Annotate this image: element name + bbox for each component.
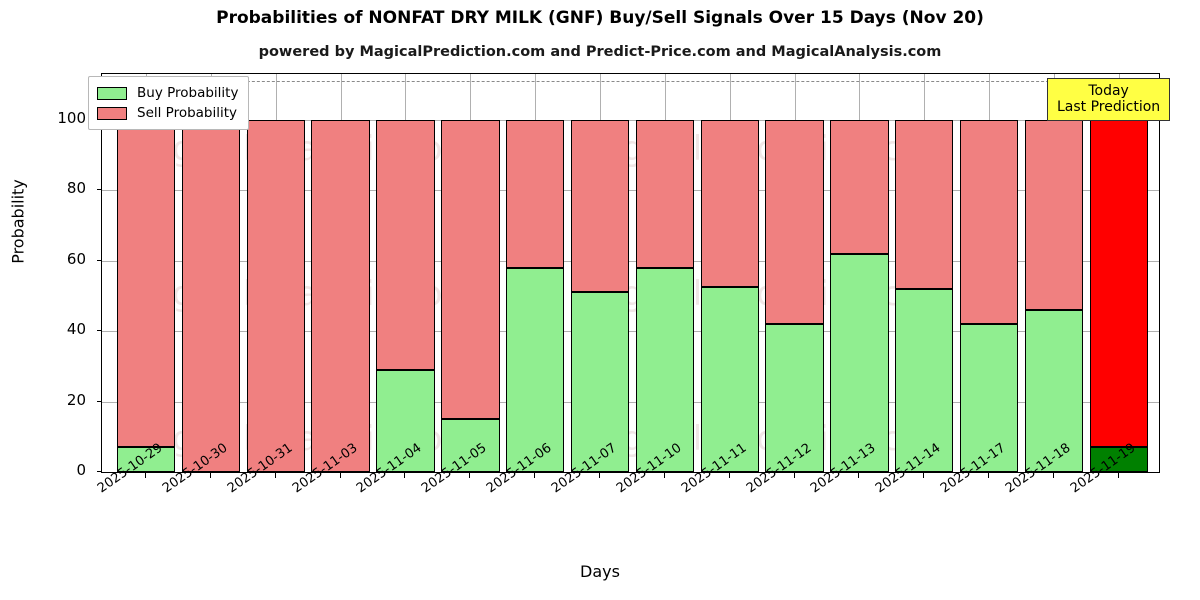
x-tick-mark [469, 473, 471, 478]
legend-swatch-sell [97, 106, 127, 120]
y-tick-label: 40 [66, 320, 86, 339]
x-tick-mark [1052, 473, 1054, 478]
today-annotation-line2: Last Prediction [1057, 99, 1161, 116]
x-tick-mark [145, 473, 147, 478]
bar-day[interactable] [116, 74, 176, 472]
y-tick-mark [97, 259, 102, 261]
bar-today[interactable] [1089, 74, 1148, 472]
bar-segment-buy [1089, 447, 1148, 472]
y-tick-mark [97, 400, 102, 402]
bar-day[interactable] [895, 74, 954, 472]
bar-segment-sell [1024, 119, 1084, 310]
legend-item-sell[interactable]: Sell Probability [97, 103, 238, 123]
today-annotation-line1: Today [1088, 83, 1129, 99]
x-tick-mark [663, 473, 665, 478]
bar-day[interactable] [181, 74, 241, 472]
legend-label-sell: Sell Probability [137, 105, 238, 121]
x-tick-mark [728, 473, 730, 478]
bar-segment-sell [116, 119, 176, 448]
x-tick-mark [988, 473, 990, 478]
legend-swatch-buy [97, 86, 127, 100]
y-tick-mark [97, 189, 102, 191]
bar-segment-sell [1089, 119, 1148, 448]
y-gridline [102, 119, 1159, 121]
y-tick-label: 80 [66, 179, 86, 198]
bar-segment-buy [116, 447, 176, 472]
x-tick-mark [404, 473, 406, 478]
y-gridline [102, 401, 1159, 403]
chart-title: Probabilities of NONFAT DRY MILK (GNF) B… [216, 8, 984, 28]
y-tick-mark [97, 330, 102, 332]
bar-segment-sell [765, 119, 824, 325]
bar-segment-sell [959, 119, 1019, 325]
bar-segment-buy [830, 253, 889, 472]
bar-segment-sell [895, 119, 954, 289]
x-tick-mark [209, 473, 211, 478]
bar-day[interactable] [700, 74, 759, 472]
bar-day[interactable] [441, 74, 500, 472]
x-tick-mark [793, 473, 795, 478]
y-tick-label: 60 [66, 249, 86, 268]
y-gridline [102, 331, 1159, 333]
x-axis-label: Days [580, 562, 620, 581]
y-gridline [102, 190, 1159, 192]
x-tick-mark [534, 473, 536, 478]
x-tick-mark [1117, 473, 1119, 478]
y-axis-label: Probability [8, 179, 28, 264]
bar-day[interactable] [765, 74, 824, 472]
bar-day[interactable] [635, 74, 695, 472]
bar-day[interactable] [505, 74, 565, 472]
chart-legend[interactable]: Buy Probability Sell Probability [88, 76, 250, 130]
bar-day[interactable] [830, 74, 889, 472]
bar-segment-sell [635, 119, 695, 268]
bar-segment-buy [765, 324, 824, 472]
y-tick-label: 0 [76, 461, 86, 479]
bar-segment-sell [505, 119, 565, 268]
bar-day[interactable] [959, 74, 1019, 472]
reference-dashed-line [102, 81, 1159, 83]
legend-label-buy: Buy Probability [137, 85, 239, 101]
bar-segment-sell [441, 119, 500, 420]
x-tick-mark [339, 473, 341, 478]
chart-subtitle: powered by MagicalPrediction.com and Pre… [258, 44, 942, 60]
plot-area: MagicalAnalysis.comMagicalPrediction.com… [101, 73, 1160, 473]
y-tick-mark [97, 471, 102, 472]
bar-segment-sell [181, 119, 241, 472]
bar-day[interactable] [311, 74, 370, 472]
x-tick-mark [599, 473, 601, 478]
bar-segment-sell [246, 119, 305, 472]
bar-day[interactable] [376, 74, 435, 472]
bar-segment-sell [700, 119, 759, 288]
bar-segment-buy [1024, 309, 1084, 472]
bar-segment-sell [570, 119, 630, 293]
bar-day[interactable] [1024, 74, 1084, 472]
bar-segment-sell [376, 119, 435, 370]
bar-segment-buy [505, 267, 565, 472]
today-annotation: Today Last Prediction [1047, 78, 1171, 122]
y-tick-label: 100 [57, 108, 86, 127]
bar-segment-buy [700, 287, 759, 472]
bar-segment-buy [441, 419, 500, 472]
bar-segment-sell [311, 119, 370, 472]
bar-segment-buy [570, 292, 630, 472]
y-gridline [102, 260, 1159, 262]
legend-item-buy[interactable]: Buy Probability [97, 83, 238, 103]
x-tick-mark [923, 473, 925, 478]
bar-segment-buy [895, 288, 954, 472]
bar-segment-sell [830, 119, 889, 254]
x-tick-mark [274, 473, 276, 478]
x-tick-mark [858, 473, 860, 478]
bar-segment-buy [635, 267, 695, 472]
bar-segment-buy [959, 324, 1019, 472]
bar-segment-buy [376, 369, 435, 472]
bar-day[interactable] [570, 74, 630, 472]
y-tick-label: 20 [66, 390, 86, 409]
bar-day[interactable] [246, 74, 305, 472]
